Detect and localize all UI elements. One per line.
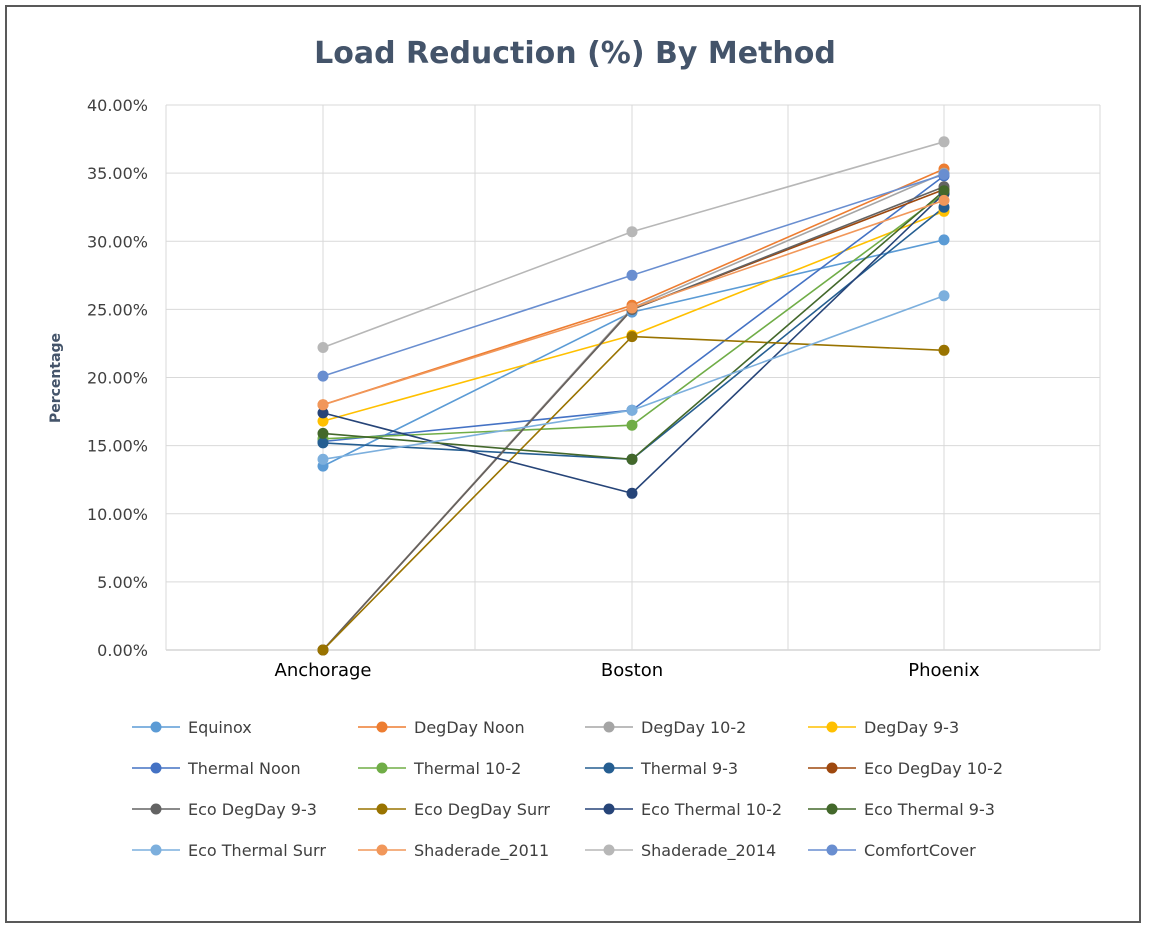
y-axis-ticks: 0.00% 5.00% 10.00% 15.00% 20.00% 25.00% 30.00%… [87,96,148,660]
data-point [626,453,638,465]
legend-label: Thermal 9-3 [640,759,738,778]
legend-label: Thermal Noon [187,759,301,778]
legend-marker [603,803,615,815]
legend-label: Eco Thermal 10-2 [641,800,782,819]
gridlines [165,104,1101,651]
data-point [938,194,950,206]
legend-marker [826,844,838,856]
legend-label: Equinox [188,718,252,737]
data-point [317,427,329,439]
data-point [317,437,329,449]
data-point [938,185,950,197]
legend-item: Thermal 9-3 [585,759,738,778]
data-point [626,331,638,343]
legend-marker [150,762,162,774]
legend-label: Eco DegDay 10-2 [864,759,1003,778]
data-point [317,399,329,411]
legend-item: Equinox [132,718,252,737]
x-category-label: Anchorage [275,660,372,681]
legend-item: Eco Thermal Surr [132,841,326,860]
data-point [626,226,638,238]
legend-item: DegDay Noon [358,718,525,737]
y-tick-label: 40.00% [87,96,148,115]
data-point [626,269,638,281]
series-lines [322,141,945,651]
legend-marker [603,844,615,856]
series-line [322,186,945,651]
legend-item: Thermal 10-2 [358,759,521,778]
y-axis-label: Percentage [48,333,64,423]
x-axis-categories: Anchorage Boston Phoenix [275,660,981,681]
x-category-label: Boston [601,660,663,681]
legend-item: Eco DegDay 10-2 [808,759,1003,778]
legend-label: Eco Thermal 9-3 [864,800,995,819]
legend-item: Thermal Noon [132,759,301,778]
legend-item: ComfortCover [808,841,976,860]
legend-label: DegDay 10-2 [641,718,746,737]
y-tick-label: 5.00% [97,573,148,592]
data-point [938,344,950,356]
data-point [626,487,638,499]
legend: Equinox DegDay Noon DegDay 10-2 DegDay 9-3 T… [132,718,1003,861]
series-points [317,136,950,656]
legend-marker [603,762,615,774]
legend-label: Eco DegDay 9-3 [188,800,317,819]
data-point [626,302,638,314]
y-tick-label: 35.00% [87,164,148,183]
x-category-label: Phoenix [908,660,980,681]
data-point [626,404,638,416]
legend-item: Eco Thermal 9-3 [808,800,995,819]
legend-label: ComfortCover [864,841,976,860]
legend-marker [826,721,838,733]
legend-label: Eco Thermal Surr [188,841,326,860]
legend-marker [150,721,162,733]
legend-label: Shaderade_2014 [641,841,776,861]
data-point [317,415,329,427]
data-point [317,407,329,419]
legend-marker [150,803,162,815]
data-point [317,370,329,382]
legend-item: Shaderade_2011 [358,841,549,861]
legend-label: Eco DegDay Surr [414,800,550,819]
legend-item: Shaderade_2014 [585,841,776,861]
data-point [626,419,638,431]
data-point [317,644,329,656]
legend-label: Thermal 10-2 [413,759,521,778]
y-tick-label: 10.00% [87,505,148,524]
data-point [317,453,329,465]
legend-item: DegDay 10-2 [585,718,746,737]
legend-marker [376,844,388,856]
legend-label: Shaderade_2011 [414,841,549,861]
y-tick-label: 20.00% [87,369,148,388]
legend-marker [603,721,615,733]
y-tick-label: 30.00% [87,232,148,251]
legend-item: DegDay 9-3 [808,718,959,737]
legend-item: Eco DegDay 9-3 [132,800,317,819]
chart-frame [5,5,1141,923]
y-tick-label: 25.00% [87,300,148,319]
legend-label: DegDay Noon [414,718,525,737]
data-point [938,234,950,246]
data-point [317,342,329,353]
legend-label: DegDay 9-3 [864,718,959,737]
legend-item: Eco Thermal 10-2 [585,800,782,819]
y-tick-label: 15.00% [87,437,148,456]
legend-item: Eco DegDay Surr [358,800,550,819]
legend-marker [826,762,838,774]
legend-marker [376,721,388,733]
data-point [938,169,950,180]
data-point [938,290,950,302]
data-point [938,136,950,148]
legend-marker [376,762,388,774]
legend-marker [826,803,838,815]
chart-title: Load Reduction (%) By Method [314,36,836,71]
legend-marker [376,803,388,815]
legend-marker [150,844,162,856]
y-tick-label: 0.00% [97,641,148,660]
